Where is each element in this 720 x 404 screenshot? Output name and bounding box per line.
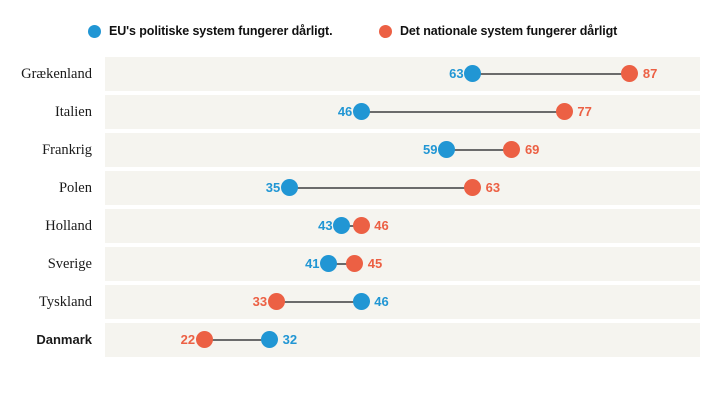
row-label-tyskland: Tyskland: [39, 294, 92, 310]
row-plot: 35 63: [0, 169, 720, 207]
data-label-national: 87: [642, 66, 658, 81]
data-label-national: 46: [374, 218, 389, 233]
data-point-national: [195, 331, 213, 348]
chart-row: Italien 46 77: [0, 93, 720, 131]
data-point-national: [267, 293, 285, 310]
data-label-national: 33: [252, 294, 268, 309]
data-point-eu: [320, 255, 338, 272]
chart-row: Frankrig 59 69: [0, 131, 720, 169]
data-label-national: 45: [367, 256, 383, 271]
data-point-national: [346, 255, 364, 272]
legend-item-eu: EU's politiske system fungerer dårligt.: [88, 18, 333, 44]
row-label-frankrig: Frankrig: [42, 142, 92, 158]
connector-line: [204, 339, 270, 341]
data-label-eu: 43: [318, 218, 333, 233]
data-point-eu: [280, 179, 298, 196]
data-label-eu: 63: [449, 66, 464, 81]
row-label-italien: Italien: [54, 104, 92, 120]
row-label-polen: Polen: [58, 180, 92, 196]
data-point-national: [621, 65, 639, 82]
data-point-eu: [352, 293, 370, 310]
row-plot: 63 87: [0, 55, 720, 93]
chart-row: Grækenland 63 87: [0, 55, 720, 93]
row-label-holland: Holland: [45, 218, 92, 234]
chart-legend: EU's politiske system fungerer dårligt. …: [0, 18, 720, 44]
chart-row: Holland 43 46: [0, 207, 720, 245]
data-label-eu: 59: [422, 142, 438, 157]
chart-row: Sverige 41 45: [0, 245, 720, 283]
data-label-eu: 41: [305, 256, 320, 271]
row-plot: 41 45: [0, 245, 720, 283]
data-label-eu: 35: [265, 180, 281, 195]
chart-row: Tyskland 33 46: [0, 283, 720, 321]
data-point-eu: [333, 217, 351, 234]
data-label-national: 69: [524, 142, 540, 157]
data-label-eu: 46: [337, 104, 353, 119]
data-point-national: [503, 141, 521, 158]
row-plot: 59 69: [0, 131, 720, 169]
row-band: [105, 247, 700, 281]
connector-line: [341, 225, 362, 227]
row-plot: 22 32: [0, 321, 720, 359]
data-point-eu: [261, 331, 279, 348]
row-band: [105, 209, 700, 243]
data-point-national: [555, 103, 573, 120]
connector-line: [446, 149, 512, 151]
connector-line: [328, 263, 355, 265]
data-label-national: 22: [180, 332, 196, 347]
connector-line: [472, 73, 630, 75]
data-label-national: 77: [577, 104, 592, 119]
legend-dot-red-icon: [379, 24, 392, 38]
chart-row: Polen 35 63: [0, 169, 720, 207]
row-label-danmark: Danmark: [36, 332, 92, 347]
data-point-national: [352, 217, 370, 234]
connector-line: [289, 187, 473, 189]
chart-rows: Grækenland 63 87 Italien 46 77 Frankrig 59 69 Pol…: [0, 55, 720, 359]
legend-label-eu: EU's politiske system fungerer dårligt.: [109, 24, 333, 38]
data-point-eu: [352, 103, 370, 120]
data-point-eu: [437, 141, 455, 158]
row-plot: 43 46: [0, 207, 720, 245]
chart-row: Danmark 22 32: [0, 321, 720, 359]
row-plot: 46 77: [0, 93, 720, 131]
row-band: [105, 133, 700, 167]
data-point-national: [464, 179, 482, 196]
connector-line: [361, 111, 565, 113]
row-label-sverige: Sverige: [47, 256, 92, 272]
legend-dot-blue-icon: [88, 24, 101, 38]
legend-label-national: Det nationale system fungerer dårligt: [400, 24, 618, 38]
connector-line: [276, 301, 362, 303]
row-band: [105, 285, 700, 319]
legend-item-national: Det nationale system fungerer dårligt: [379, 18, 617, 44]
data-label-eu: 32: [282, 332, 298, 347]
row-plot: 33 46: [0, 283, 720, 321]
data-label-eu: 46: [374, 294, 389, 309]
data-point-eu: [464, 65, 482, 82]
row-label-grækenland: Grækenland: [21, 66, 92, 82]
data-label-national: 63: [485, 180, 501, 195]
